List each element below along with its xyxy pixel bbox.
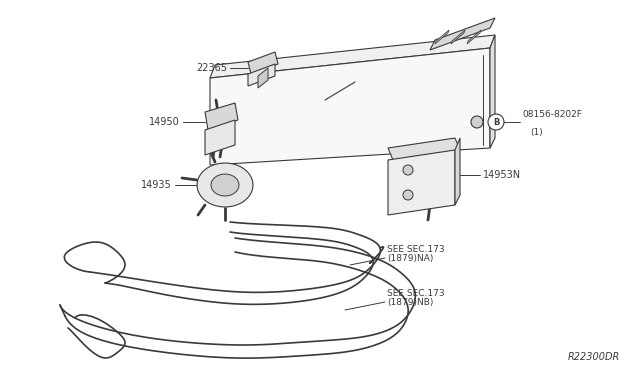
Text: 22365: 22365 (196, 63, 227, 73)
Polygon shape (455, 138, 460, 205)
Circle shape (403, 190, 413, 200)
Text: 14950: 14950 (149, 117, 180, 127)
Polygon shape (210, 35, 495, 78)
Polygon shape (467, 30, 481, 44)
Text: 14935: 14935 (141, 180, 172, 190)
Text: (1879)NB): (1879)NB) (387, 298, 433, 307)
Text: R22300DR: R22300DR (568, 352, 620, 362)
Polygon shape (430, 18, 495, 50)
Circle shape (488, 114, 504, 130)
Text: SEE SEC.173: SEE SEC.173 (387, 289, 445, 298)
Text: (1879)NA): (1879)NA) (387, 254, 433, 263)
Text: B: B (493, 118, 499, 127)
Polygon shape (435, 30, 449, 44)
Polygon shape (388, 138, 460, 160)
Circle shape (403, 165, 413, 175)
Polygon shape (248, 52, 278, 74)
Polygon shape (197, 163, 253, 207)
Polygon shape (490, 35, 495, 148)
Text: SEE SEC.173: SEE SEC.173 (387, 245, 445, 254)
Polygon shape (388, 150, 455, 215)
Circle shape (471, 116, 483, 128)
Polygon shape (205, 103, 238, 130)
Polygon shape (210, 48, 490, 165)
Polygon shape (451, 30, 465, 44)
Text: 14953N: 14953N (483, 170, 521, 180)
Polygon shape (258, 68, 268, 88)
Polygon shape (205, 120, 235, 155)
Polygon shape (211, 174, 239, 196)
Text: (1): (1) (530, 128, 543, 137)
Polygon shape (248, 64, 275, 86)
Text: 08156-8202F: 08156-8202F (522, 110, 582, 119)
